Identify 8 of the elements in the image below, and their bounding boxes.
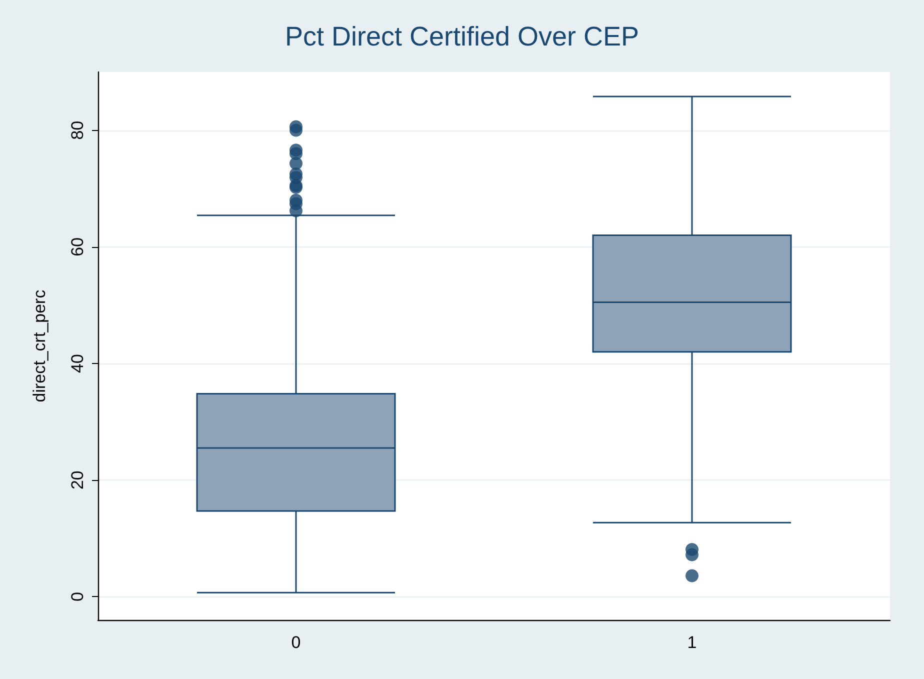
chart-title: Pct Direct Certified Over CEP bbox=[284, 22, 640, 52]
x-tick-label: 1 bbox=[687, 633, 697, 652]
y-tick-label: 60 bbox=[68, 237, 87, 256]
y-tick-label: 20 bbox=[68, 470, 87, 490]
y-tick-label: 80 bbox=[68, 120, 87, 140]
y-tick-label: 40 bbox=[68, 354, 87, 373]
y-tick-label: 0 bbox=[68, 592, 87, 602]
y-axis-title: direct_crt_perc bbox=[30, 289, 49, 402]
